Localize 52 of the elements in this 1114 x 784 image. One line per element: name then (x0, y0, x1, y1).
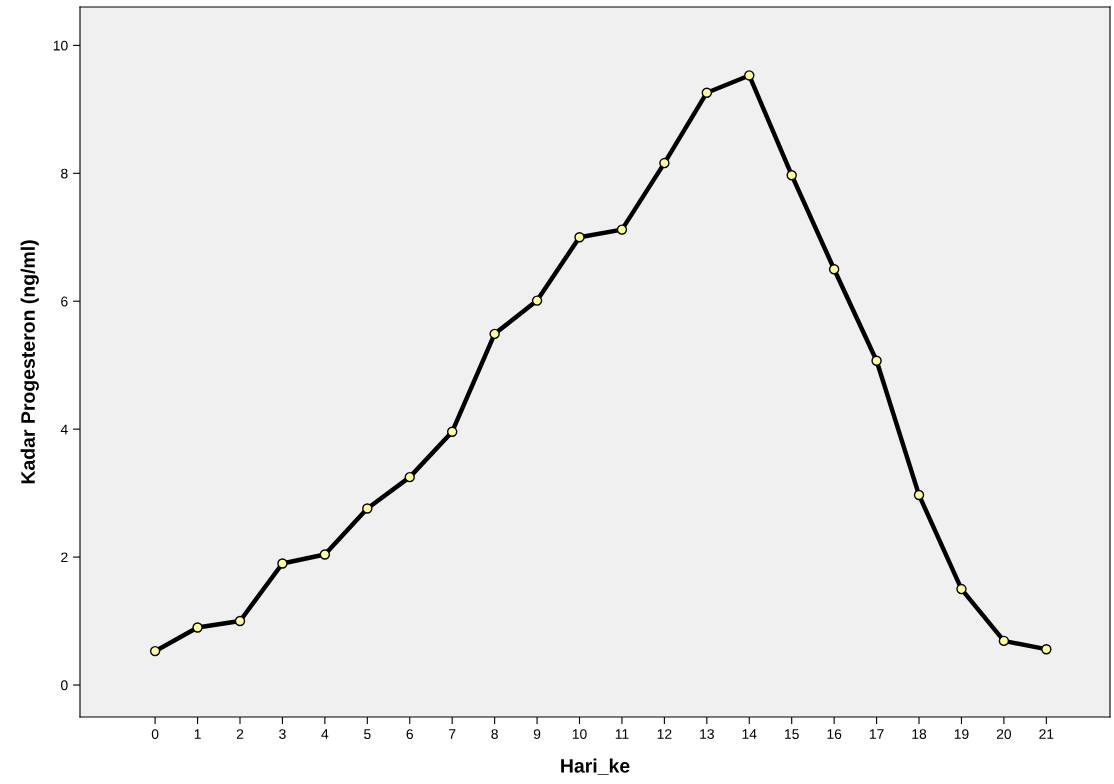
point (192, 622, 203, 633)
y-tick-label: 4 (60, 424, 68, 435)
y-tick-label: 10 (53, 40, 68, 51)
y-tick-label: 6 (61, 296, 68, 307)
x-tick-label: 16 (827, 729, 842, 740)
x-tick-label: 15 (785, 729, 799, 740)
point (489, 328, 500, 340)
point (574, 232, 585, 243)
y-axis-title: Kadar Progesteron (ng/ml) (20, 240, 39, 484)
point (234, 615, 246, 627)
point (701, 87, 713, 98)
x-tick-label: 18 (912, 729, 927, 740)
x-axis-title: Hari_ke (561, 758, 630, 775)
x-tick-label: 8 (491, 729, 498, 740)
point (913, 489, 925, 501)
x-tick-label: 0 (151, 729, 159, 740)
point (616, 224, 628, 235)
y-tick-label: 2 (61, 552, 68, 563)
x-tick-label: 17 (869, 729, 884, 739)
point (149, 645, 161, 657)
point (277, 558, 288, 569)
x-tick-label: 6 (406, 729, 413, 740)
x-tick-label: 11 (615, 729, 629, 739)
point (1041, 643, 1052, 655)
y-tick-label: 0 (61, 680, 68, 691)
x-tick-label: 4 (321, 729, 329, 739)
point (744, 70, 755, 81)
point (871, 355, 882, 366)
point (828, 264, 840, 275)
x-tick-label: 12 (657, 729, 672, 739)
point (659, 157, 670, 169)
point (319, 549, 331, 560)
point (786, 170, 797, 181)
x-tick-label: 3 (279, 729, 286, 740)
point (956, 583, 967, 595)
x-tick-label: 7 (449, 729, 456, 739)
point (998, 635, 1010, 647)
point (362, 503, 373, 514)
x-tick-label: 14 (742, 729, 757, 739)
x-tick-label: 5 (364, 729, 371, 740)
y-tick-label: 8 (61, 168, 68, 179)
x-tick-label: 10 (572, 729, 587, 740)
point (531, 295, 543, 306)
x-tick-label: 1 (194, 729, 201, 739)
x-tick-label: 13 (700, 729, 714, 740)
x-tick-label: 21 (1039, 729, 1054, 739)
x-tick-label: 19 (954, 729, 969, 740)
point (446, 426, 458, 437)
x-tick-label: 20 (996, 729, 1012, 740)
x-tick-label: 9 (533, 729, 541, 740)
point (404, 471, 415, 483)
x-tick-label: 2 (236, 729, 244, 739)
